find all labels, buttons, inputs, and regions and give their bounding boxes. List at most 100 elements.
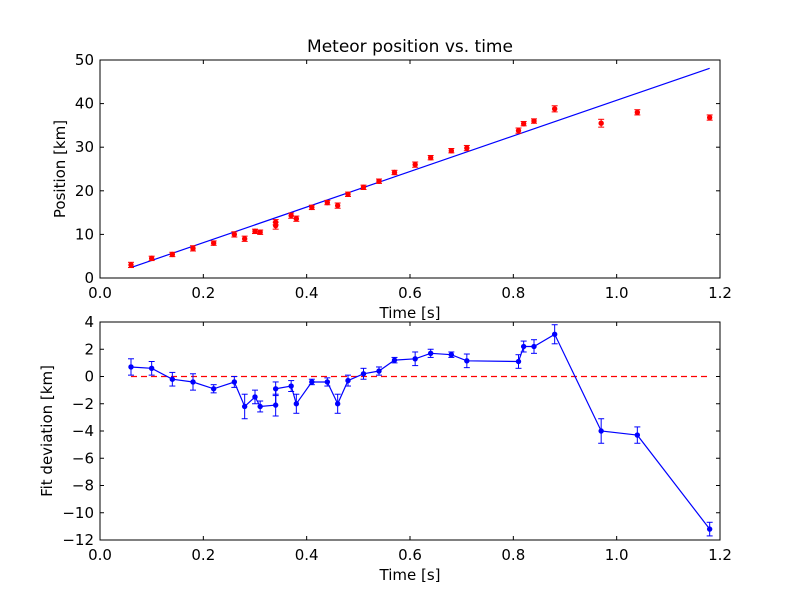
deviation-chart-x-axis-label: Time [s]	[379, 566, 441, 584]
deviation-chart-y-tick-label: −4	[72, 422, 94, 440]
position-data-point	[309, 204, 315, 211]
deviation-data-point	[241, 403, 248, 410]
deviation-chart: 0.0 0.2 0.4 0.6 0.8 1.0 1.2 −12−10−8−6−4−2024 …	[38, 313, 732, 584]
deviation-chart-x-tick-label: 0.2	[191, 546, 215, 564]
position-data-point	[531, 118, 537, 124]
position-chart-y-tick-label: 50	[75, 51, 94, 69]
deviation-chart-y-axis-label: Fit deviation [km]	[38, 365, 56, 497]
position-data-point	[272, 219, 279, 225]
position-chart-x-tick-label: 0.0	[88, 284, 112, 302]
deviation-data-point	[520, 343, 527, 350]
deviation-data-point	[598, 428, 604, 434]
deviation-data-point	[231, 379, 238, 385]
deviation-data-point	[148, 365, 155, 372]
position-data-point	[293, 216, 300, 222]
deviation-data-point	[448, 352, 455, 358]
deviation-data-point	[634, 432, 641, 438]
deviation-data-point	[324, 379, 331, 385]
position-chart-data-layer	[128, 67, 713, 269]
position-chart-y-axis-label: Position [km]	[51, 120, 69, 218]
position-fit-line	[130, 67, 710, 269]
deviation-series-line	[130, 333, 711, 530]
position-data-point	[128, 262, 134, 268]
deviation-chart-data-layer	[128, 324, 713, 537]
deviation-data-point	[309, 379, 315, 385]
position-data-point	[464, 145, 470, 151]
deviation-chart-y-tick-label: −2	[72, 395, 94, 413]
deviation-data-point	[515, 358, 522, 365]
deviation-data-point	[272, 402, 279, 408]
position-data-point	[334, 202, 341, 209]
deviation-chart-x-tick-label: 0.8	[501, 546, 525, 564]
position-chart: Meteor position vs. time 0.0 0.2 0.4 0.6 0.8…	[51, 37, 732, 322]
deviation-data-point	[376, 368, 382, 374]
position-chart-x-tick-label: 0.4	[295, 284, 319, 302]
position-chart-x-ticks: 0.0 0.2 0.4 0.6 0.8 1.0 1.2	[88, 60, 732, 302]
deviation-chart-y-tick-label: −6	[72, 449, 94, 467]
deviation-data-point	[334, 401, 341, 407]
position-data-point	[190, 245, 196, 252]
position-data-point	[412, 161, 418, 168]
position-data-point	[391, 169, 398, 176]
position-chart-x-axis-label: Time [s]	[379, 304, 441, 322]
deviation-chart-y-tick-label: 2	[84, 340, 94, 358]
position-data-point	[345, 191, 351, 197]
deviation-chart-x-tick-label: 0.0	[88, 546, 112, 564]
position-data-point	[231, 231, 238, 238]
deviation-data-point	[288, 383, 294, 389]
deviation-chart-y-tick-label: −10	[62, 504, 94, 522]
position-data-point	[515, 127, 522, 134]
deviation-data-point	[169, 376, 176, 382]
position-chart-title: Meteor position vs. time	[307, 37, 513, 57]
position-data-point	[598, 120, 604, 126]
deviation-chart-x-tick-label: 1.2	[708, 546, 732, 564]
deviation-data-point	[257, 403, 263, 410]
position-data-point	[257, 229, 263, 235]
position-data-point	[210, 240, 217, 246]
deviation-chart-x-tick-label: 1.0	[605, 546, 629, 564]
position-data-point	[288, 212, 294, 219]
deviation-chart-frame	[99, 321, 721, 541]
deviation-chart-y-tick-label: 4	[84, 313, 94, 331]
position-data-point	[427, 154, 434, 161]
position-chart-y-ticks: 0 10 20 30 40 50	[75, 51, 720, 287]
position-chart-y-tick-label: 20	[75, 182, 94, 200]
position-data-point	[324, 199, 331, 206]
position-data-point	[169, 251, 176, 258]
deviation-chart-x-tick-label: 0.4	[295, 546, 319, 564]
position-data-point	[148, 255, 155, 262]
deviation-data-point	[391, 357, 398, 363]
position-data-point	[706, 114, 713, 121]
deviation-data-point	[128, 364, 134, 370]
deviation-data-point	[190, 379, 196, 385]
position-data-point	[448, 147, 455, 154]
deviation-data-point	[427, 350, 434, 357]
deviation-chart-y-tick-label: 0	[84, 368, 94, 386]
position-data-point	[634, 109, 641, 116]
deviation-data-point	[272, 386, 279, 392]
deviation-chart-y-tick-label: −12	[62, 531, 94, 549]
deviation-data-point	[412, 356, 418, 362]
position-chart-y-tick-label: 30	[75, 138, 94, 156]
position-chart-x-tick-label: 0.2	[191, 284, 215, 302]
position-data-point	[252, 228, 258, 235]
deviation-chart-y-tick-label: −8	[72, 477, 94, 495]
position-data-point	[551, 106, 558, 112]
position-chart-x-tick-label: 0.6	[398, 284, 422, 302]
deviation-data-point	[360, 371, 367, 377]
deviation-data-point	[531, 343, 537, 350]
position-data-point	[376, 178, 382, 184]
position-data-point	[241, 236, 248, 242]
position-chart-x-tick-label: 1.0	[605, 284, 629, 302]
position-chart-y-tick-label: 0	[84, 269, 94, 287]
deviation-data-point	[345, 377, 351, 384]
position-chart-y-tick-label: 40	[75, 95, 94, 113]
deviation-data-point	[706, 526, 713, 532]
deviation-data-point	[293, 401, 300, 407]
deviation-data-point	[551, 331, 558, 337]
position-data-point	[520, 120, 527, 127]
deviation-chart-x-tick-label: 0.6	[398, 546, 422, 564]
deviation-chart-x-ticks: 0.0 0.2 0.4 0.6 0.8 1.0 1.2	[88, 322, 732, 564]
deviation-data-point	[252, 394, 258, 400]
deviation-data-point	[210, 386, 217, 392]
